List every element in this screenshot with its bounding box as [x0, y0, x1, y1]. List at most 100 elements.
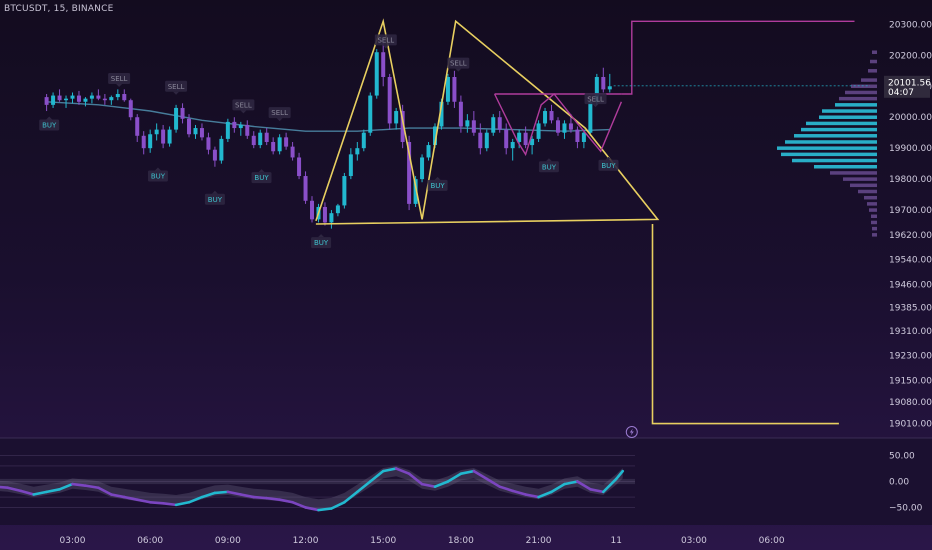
time-axis-label: 18:00: [448, 536, 474, 546]
candle: [329, 213, 334, 223]
volume-profile-bar: [845, 90, 877, 95]
candle: [322, 206, 327, 223]
candle: [64, 98, 69, 101]
oscillator-line-segment: [394, 467, 411, 476]
pattern-magenta-zigzag: [493, 93, 623, 157]
candle: [115, 94, 120, 98]
candles-layer: [44, 42, 612, 229]
oscillator-line-segment: [498, 485, 514, 493]
pattern-yellow-projection: [651, 224, 839, 425]
signal-label: SELL: [111, 75, 128, 83]
candle: [594, 76, 599, 102]
candle: [465, 120, 470, 127]
candle: [258, 132, 263, 146]
candle: [407, 141, 412, 204]
candle: [420, 157, 425, 180]
candle: [219, 138, 224, 161]
candle: [193, 128, 198, 135]
signal-pointer: [382, 45, 389, 49]
volume-profile-bar: [872, 50, 877, 54]
candle: [394, 111, 399, 124]
candle: [297, 157, 302, 177]
oscillator-panel: [0, 455, 635, 512]
volume-profile-bar: [858, 189, 877, 194]
volume-profile-bar: [871, 214, 877, 219]
signal-label: BUY: [314, 239, 329, 247]
time-axis-label: 09:00: [215, 536, 241, 546]
candle: [504, 129, 509, 149]
lightning-icon[interactable]: [625, 426, 638, 438]
buy-signal: BUY: [311, 234, 332, 249]
oscillator-line-segment: [265, 496, 281, 501]
candle: [57, 95, 62, 101]
candle: [549, 111, 554, 121]
oscillator-line-segment: [368, 469, 385, 483]
candle: [381, 52, 386, 77]
candle: [199, 128, 204, 138]
candle: [348, 154, 353, 177]
signal-pointer: [434, 176, 441, 180]
current-price-label: 20101.56: [888, 78, 931, 88]
volume-profile-bar: [801, 127, 877, 132]
signal-box: [584, 93, 607, 105]
oscillator-line-segment: [317, 507, 333, 512]
candle: [76, 95, 81, 102]
oscillator-line-segment: [576, 480, 592, 491]
signal-box: [447, 57, 470, 69]
signal-label: BUY: [151, 173, 166, 181]
candle: [264, 132, 269, 142]
signal-pointer: [240, 110, 247, 114]
oscillator-line-segment: [226, 490, 243, 496]
oscillator-line-segment: [433, 480, 450, 488]
price-axis-label: 19385.00: [889, 304, 932, 314]
oscillator-line-segment: [122, 495, 139, 501]
candle: [187, 118, 192, 135]
signal-box: [598, 159, 619, 171]
oscillator-line-segment: [84, 484, 100, 490]
price-axis-label: 19460.00: [889, 280, 932, 290]
sell-signal: SELL: [165, 80, 188, 95]
candle: [536, 123, 541, 139]
candle: [374, 52, 379, 96]
candle: [51, 95, 56, 105]
oscillator-line-segment: [420, 482, 437, 488]
candle: [232, 121, 237, 129]
oscillator-line-segment: [330, 500, 346, 510]
candle: [44, 97, 49, 105]
oscillator-line-segment: [304, 506, 320, 512]
candle: [433, 126, 437, 146]
candle: [70, 95, 75, 99]
candle: [335, 205, 340, 214]
signal-box: [311, 237, 332, 249]
time-axis-label: 12:00: [293, 536, 319, 546]
volume-profile-bar: [781, 152, 877, 157]
oscillator-line-segment: [291, 500, 307, 509]
current-price-box: [884, 75, 930, 98]
ticker-label: BTCUSDT, 15, BINANCE: [4, 4, 114, 14]
signal-box: [204, 193, 225, 205]
signal-pointer: [276, 118, 283, 122]
volume-profile-bar: [867, 202, 877, 206]
price-axis-label: 19540.00: [889, 256, 932, 266]
oscillator-line-segment: [32, 490, 48, 496]
volume-profile-bar: [830, 171, 877, 175]
candle: [290, 146, 295, 158]
oscillator-line-segment: [135, 498, 152, 504]
candle: [439, 101, 444, 127]
volume-profile-bar: [851, 84, 877, 89]
candle: [180, 107, 185, 119]
volume-profile-bar: [819, 115, 877, 119]
signal-label: BUY: [208, 196, 223, 204]
buy-signal: BUY: [538, 158, 559, 173]
oscillator-line-segment: [511, 489, 527, 496]
signal-box: [538, 161, 559, 173]
signal-pointer: [258, 169, 265, 173]
price-axis-label: 19310.00: [889, 327, 932, 337]
candle: [277, 137, 282, 152]
oscillator-axis-label: 50.00: [889, 452, 915, 462]
candle: [445, 76, 450, 102]
oscillator-line-segment: [97, 486, 113, 496]
time-axis-label: 15:00: [370, 536, 396, 546]
